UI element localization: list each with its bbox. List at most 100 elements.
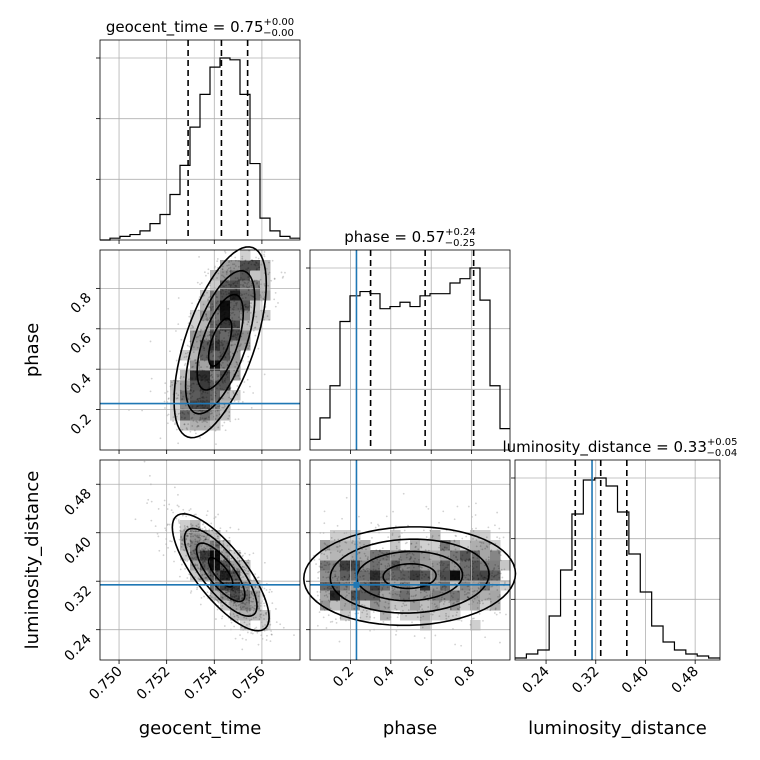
- sample-point: [322, 616, 325, 619]
- sample-point: [465, 535, 468, 538]
- sample-point: [197, 523, 200, 526]
- sample-point: [406, 567, 409, 569]
- sample-point: [203, 548, 206, 551]
- sample-point: [207, 573, 210, 576]
- sample-point: [235, 585, 237, 588]
- sample-point: [226, 360, 229, 362]
- contour-geocent_time-vs-luminosity_distance: [171, 513, 270, 632]
- sample-point: [251, 295, 253, 298]
- sample-point: [499, 641, 501, 644]
- sample-point: [216, 313, 219, 315]
- sample-point: [231, 586, 234, 589]
- sample-point: [218, 332, 221, 335]
- sample-point: [214, 554, 217, 557]
- sample-point: [215, 581, 218, 584]
- density-cell: [390, 550, 401, 561]
- sample-point: [380, 563, 383, 566]
- sample-point: [419, 591, 422, 594]
- sample-point: [444, 578, 446, 580]
- sample-point: [178, 522, 181, 525]
- sample-point: [197, 567, 200, 570]
- sample-point: [215, 302, 218, 304]
- sample-point: [188, 345, 191, 348]
- sample-point: [239, 568, 242, 571]
- sample-point: [464, 559, 467, 562]
- sample-point: [217, 355, 220, 358]
- sample-point: [214, 566, 217, 568]
- sample-point: [222, 567, 225, 570]
- sample-point: [369, 577, 372, 579]
- sample-point: [326, 557, 329, 559]
- sample-point: [233, 596, 236, 598]
- sample-point: [260, 616, 262, 619]
- sample-point: [199, 283, 201, 286]
- sample-point: [393, 588, 396, 591]
- sample-point: [419, 619, 422, 622]
- sample-point: [248, 260, 251, 263]
- sample-point: [202, 561, 204, 564]
- sample-point: [248, 342, 251, 345]
- sample-point: [201, 409, 204, 412]
- density-cell: [360, 550, 371, 561]
- sample-point: [476, 557, 479, 560]
- sample-point: [196, 398, 199, 401]
- sample-point: [201, 396, 204, 399]
- sample-point: [202, 561, 204, 563]
- sample-point: [432, 588, 435, 591]
- sample-point: [207, 268, 210, 271]
- sample-point: [227, 279, 229, 282]
- sample-point: [463, 593, 466, 596]
- sample-point: [224, 251, 227, 254]
- sample-point: [358, 589, 361, 592]
- sample-point: [364, 598, 367, 601]
- sample-point: [232, 306, 235, 309]
- density-cell: [420, 590, 431, 601]
- sample-point: [180, 375, 182, 378]
- sample-point: [345, 586, 348, 589]
- sample-point: [254, 604, 256, 607]
- sample-point: [182, 412, 184, 415]
- ytick-label-phase: 0.4: [68, 371, 95, 398]
- sample-point: [221, 570, 223, 573]
- sample-point: [325, 590, 327, 593]
- sample-point: [217, 342, 219, 345]
- density-cell: [370, 570, 381, 581]
- sample-point: [344, 567, 347, 570]
- sample-point: [228, 297, 231, 299]
- sample-point: [203, 563, 206, 566]
- sample-point: [226, 591, 229, 594]
- sample-point: [198, 570, 201, 573]
- sample-point: [189, 377, 192, 379]
- sample-point: [206, 379, 209, 382]
- sample-point: [473, 589, 476, 592]
- sample-point: [439, 600, 442, 602]
- density-cell: [210, 340, 221, 351]
- sample-point: [226, 303, 229, 306]
- sample-point: [498, 537, 501, 540]
- sample-point: [210, 563, 212, 566]
- density-cell: [210, 300, 221, 311]
- sample-point: [220, 565, 223, 568]
- sample-point: [208, 331, 211, 334]
- sample-point: [438, 615, 441, 617]
- sample-point: [235, 608, 238, 610]
- sample-point: [490, 585, 492, 588]
- sample-point: [229, 301, 232, 304]
- sample-point: [183, 417, 186, 420]
- sample-point: [229, 570, 231, 573]
- sample-point: [421, 626, 424, 629]
- sample-point: [183, 529, 185, 532]
- density-cell: [450, 590, 461, 601]
- sample-point: [392, 571, 395, 574]
- sample-point: [237, 598, 240, 601]
- sample-point: [319, 591, 322, 593]
- sample-point: [398, 549, 400, 552]
- sample-point: [323, 564, 326, 567]
- sample-point: [189, 591, 192, 594]
- sample-point: [409, 557, 412, 560]
- sample-point: [201, 378, 204, 381]
- density-cell: [420, 610, 431, 621]
- sample-point: [200, 355, 203, 358]
- sample-point: [477, 577, 480, 580]
- sample-point: [176, 380, 179, 383]
